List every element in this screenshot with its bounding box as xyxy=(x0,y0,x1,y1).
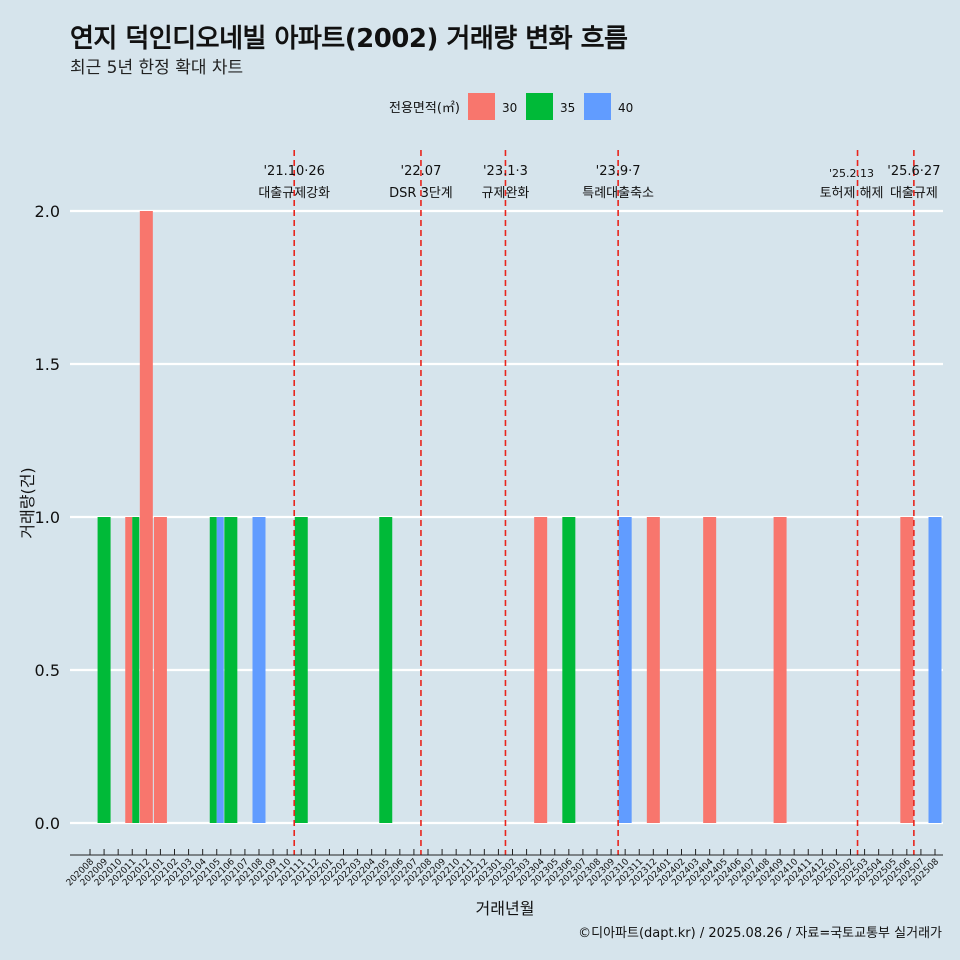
bar-35-202306 xyxy=(562,517,576,823)
bar-40-202105 xyxy=(216,517,224,823)
bar-35-202009 xyxy=(97,517,111,823)
event-label: 토허제 해제 xyxy=(820,186,884,201)
bar-30-202304 xyxy=(534,517,548,823)
bar-30-202404 xyxy=(703,517,717,823)
event-date: '22.07 xyxy=(401,164,442,179)
legend-label-35: 35 xyxy=(560,101,575,115)
bar-40-202508 xyxy=(928,517,942,823)
y-tick-label: 1.0 xyxy=(35,508,60,527)
bar-30-202012 xyxy=(139,211,153,823)
event-label: 대출규제강화 xyxy=(258,186,330,201)
source-caption: ©디아파트(dapt.kr) / 2025.08.26 / 자료=국토교통부 실… xyxy=(578,926,942,941)
event-date: '25.2.13 xyxy=(829,167,874,180)
bar-35-202205 xyxy=(379,517,393,823)
y-axis: 0.0 0.5 1.0 1.5 2.0 거래량(건) xyxy=(18,202,60,833)
chart-subtitle: 최근 5년 한정 확대 차트 xyxy=(70,58,244,78)
event-date: '23.1·3 xyxy=(483,164,528,179)
legend-swatch-35 xyxy=(526,93,553,120)
bar-35-202111 xyxy=(294,517,308,823)
event-date: '21.10·26 xyxy=(263,164,324,179)
legend-title: 전용면적(㎡) xyxy=(389,101,460,116)
bar-35-202105 xyxy=(209,517,217,823)
event-label: DSR 3단계 xyxy=(389,186,453,201)
bar-35-202106 xyxy=(224,517,238,823)
y-tick-label: 0.0 xyxy=(35,814,60,833)
bar-35-202011 xyxy=(132,517,140,823)
x-axis-title: 거래년월 xyxy=(476,899,535,918)
event-date: '25.6·27 xyxy=(887,164,940,179)
bars xyxy=(97,211,942,823)
legend: 전용면적(㎡) 30 35 40 xyxy=(389,93,633,120)
bar-30-202506 xyxy=(900,517,914,823)
bar-30-202312 xyxy=(646,517,660,823)
event-markers: '21.10·26 대출규제강화 '22.07 DSR 3단계 '23.1·3 규제완화 '… xyxy=(258,150,940,855)
bar-30-202011 xyxy=(125,517,133,823)
legend-label-40: 40 xyxy=(618,101,633,115)
bar-30-202101 xyxy=(153,517,167,823)
event-label: 규제완화 xyxy=(482,186,530,201)
bar-30-202409 xyxy=(773,517,787,823)
bar-40-202108 xyxy=(252,517,266,823)
y-axis-title: 거래량(건) xyxy=(18,467,37,538)
legend-label-30: 30 xyxy=(502,101,517,115)
event-label: 특례대출축소 xyxy=(582,186,654,201)
y-tick-label: 1.5 xyxy=(35,355,60,374)
chart-title: 연지 덕인디오네빌 아파트(2002) 거래량 변화 흐름 xyxy=(70,24,628,54)
bar-40-202310 xyxy=(618,517,632,823)
legend-swatch-40 xyxy=(584,93,611,120)
event-date: '23.9·7 xyxy=(596,164,641,179)
legend-swatch-30 xyxy=(468,93,495,120)
y-tick-label: 0.5 xyxy=(35,661,60,680)
gridlines xyxy=(70,209,943,825)
y-tick-label: 2.0 xyxy=(35,202,60,221)
x-axis: 2020082020092020102020112020122021012021… xyxy=(65,849,943,918)
event-label: 대출규제 xyxy=(890,186,938,201)
